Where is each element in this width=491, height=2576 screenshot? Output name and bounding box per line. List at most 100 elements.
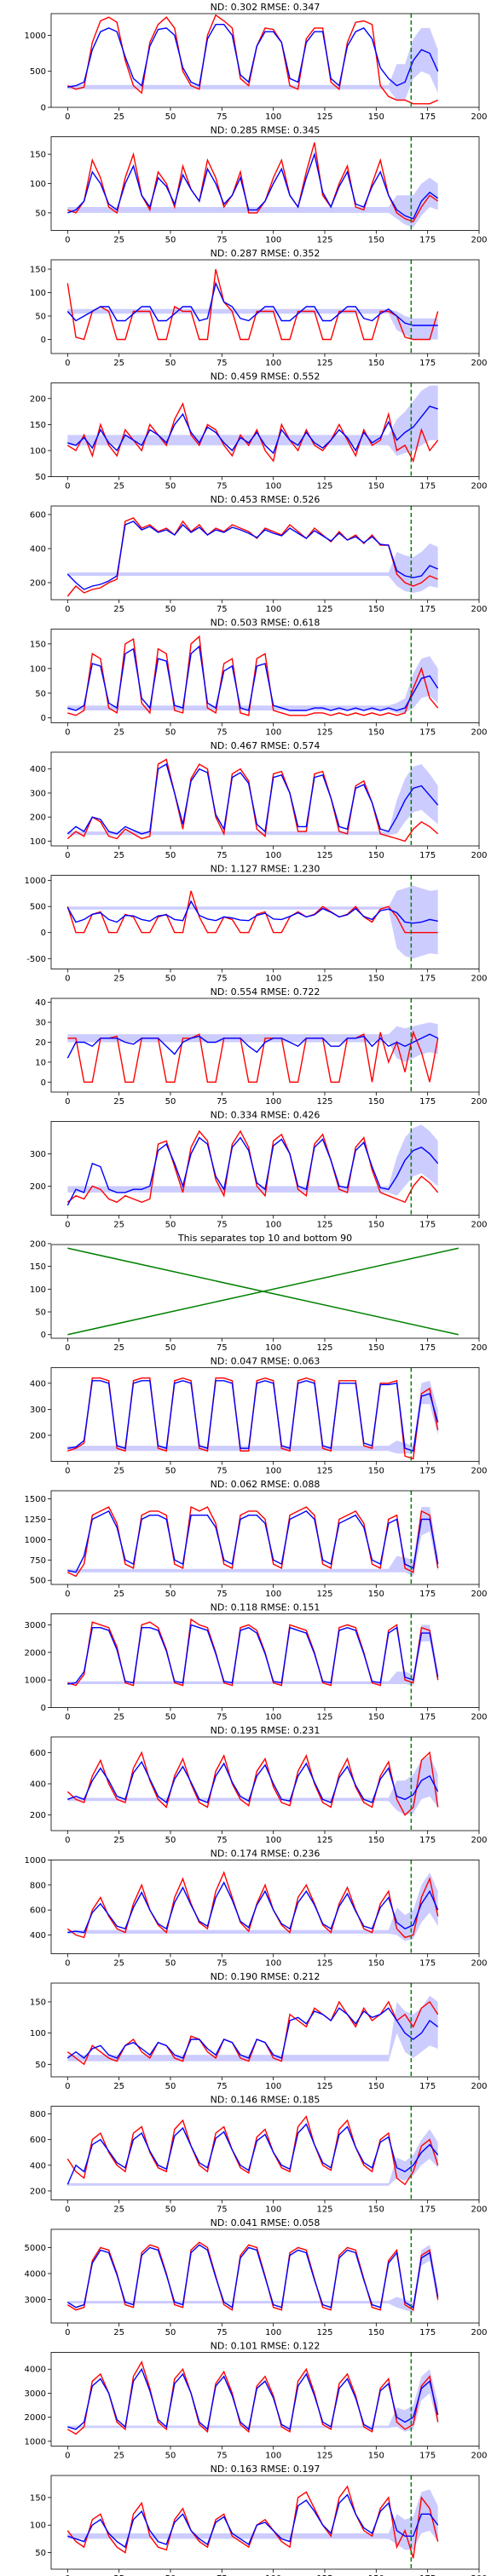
x-tick-label: 50	[165, 1343, 176, 1353]
forecast-series-line	[66, 2244, 439, 2309]
plot-area	[67, 1618, 439, 1687]
x-tick-label: 25	[113, 359, 124, 368]
y-tick-label: 400	[30, 545, 46, 555]
y-tick-label: 2000	[25, 1648, 46, 1658]
x-tick-label: 175	[419, 975, 436, 984]
y-tick-label: 300	[30, 1150, 46, 1159]
plot-area	[66, 758, 439, 842]
axes-frame	[50, 505, 480, 601]
plot-area	[66, 1506, 439, 1578]
panel-4: ND: 0.453 RMSE: 0.526 0 25 50 75 100 125 150 175…	[30, 494, 488, 614]
x-tick-label: 200	[471, 359, 487, 368]
x-tick-label: 0	[65, 2205, 70, 2215]
panel-20: ND: 0.163 RMSE: 0.197 0 25 50 75 100 125 150 175…	[30, 2464, 488, 2576]
panel-title: ND: 0.163 RMSE: 0.197	[211, 2464, 321, 2475]
plot-area	[66, 1022, 439, 1083]
x-tick-label: 200	[471, 1097, 487, 1107]
x-tick-label: 150	[368, 851, 384, 860]
x-tick-label: 150	[368, 1713, 384, 1722]
panel-title: ND: 0.047 RMSE: 0.063	[211, 1356, 321, 1367]
y-tick-label: 1000	[25, 1536, 46, 1545]
x-tick-label: 125	[316, 2205, 332, 2215]
x-tick-label: 150	[368, 1221, 384, 1230]
y-tick-label: 150	[30, 266, 46, 275]
forecast-series-line	[66, 900, 438, 924]
axes-frame	[50, 1244, 480, 1339]
axes-frame	[50, 259, 480, 354]
panel-title: ND: 1.127 RMSE: 1.230	[211, 864, 321, 875]
x-tick-label: 125	[316, 728, 332, 738]
y-tick-label: 400	[30, 1780, 46, 1790]
x-tick-label: 25	[113, 1221, 124, 1230]
panel-title: ND: 0.146 RMSE: 0.185	[211, 2095, 321, 2106]
actual-series-line	[66, 401, 439, 463]
x-tick-label: 0	[65, 236, 70, 245]
x-tick-label: 25	[113, 1836, 124, 1845]
x-tick-label: 100	[265, 482, 281, 492]
x-tick-label: 75	[217, 236, 228, 245]
y-tick-label: 50	[35, 313, 46, 322]
uncertainty-band	[67, 1507, 438, 1577]
panel-15: ND: 0.174 RMSE: 0.236 0 25 50 75 100 125 150 175…	[25, 1849, 488, 1969]
plot-area	[66, 885, 438, 959]
plot-area	[66, 268, 439, 341]
y-tick-label: 100	[30, 289, 46, 298]
x-tick-label: 50	[165, 112, 176, 122]
axes-frame	[50, 1613, 480, 1708]
axes-frame	[50, 1860, 480, 1954]
x-tick-label: 150	[368, 605, 384, 614]
panel-title: ND: 0.287 RMSE: 0.352	[211, 248, 321, 259]
axes-frame	[50, 13, 480, 108]
forecast-series-line	[67, 405, 438, 455]
x-tick-label: 75	[217, 605, 228, 614]
x-tick-label: 75	[217, 1590, 228, 1599]
x-tick-label: 50	[165, 2452, 176, 2461]
y-tick-label: 3000	[25, 2389, 46, 2399]
plot-area	[67, 1377, 439, 1460]
y-tick-label: 0	[41, 1331, 46, 1340]
x-tick-label: 50	[165, 1097, 176, 1107]
x-tick-label: 200	[471, 112, 487, 122]
x-tick-label: 100	[265, 1467, 281, 1476]
x-tick-label: 0	[65, 1221, 70, 1230]
y-tick-label: 40	[35, 998, 46, 1008]
plot-area	[66, 2241, 439, 2313]
panel-title: ND: 0.554 RMSE: 0.722	[211, 986, 321, 998]
x-tick-label: 150	[368, 728, 384, 738]
axes-frame	[50, 2352, 480, 2447]
x-tick-label: 0	[65, 1097, 70, 1107]
x-tick-label: 25	[113, 2452, 124, 2461]
x-tick-label: 0	[65, 1467, 70, 1476]
y-tick-label: 200	[30, 814, 46, 823]
plot-area	[66, 1871, 439, 1941]
x-tick-label: 175	[419, 1467, 436, 1476]
x-tick-label: 175	[419, 482, 436, 492]
uncertainty-band	[67, 1624, 438, 1686]
x-tick-label: 175	[419, 2082, 436, 2091]
forecast-series-line	[66, 2123, 439, 2185]
y-tick-label: 50	[35, 2549, 46, 2558]
x-tick-label: 125	[316, 1467, 332, 1476]
x-tick-label: 0	[65, 975, 70, 984]
x-tick-label: 100	[265, 359, 281, 368]
x-tick-label: 175	[419, 1713, 436, 1722]
plot-area	[66, 385, 439, 463]
x-tick-label: 125	[316, 1836, 332, 1845]
y-tick-label: 100	[30, 837, 46, 847]
y-tick-label: 150	[30, 640, 46, 649]
forecast-series-line	[67, 1881, 439, 1934]
forecast-series-line	[66, 1136, 439, 1206]
panel-6: ND: 0.467 RMSE: 0.574 0 25 50 75 100 125 150 175…	[30, 740, 488, 860]
x-tick-label: 125	[316, 2082, 332, 2091]
x-tick-label: 25	[113, 1467, 124, 1476]
actual-series-line	[67, 142, 439, 223]
x-tick-label: 100	[265, 2574, 281, 2576]
y-tick-label: 300	[30, 1406, 46, 1415]
y-tick-label: 2000	[25, 2413, 46, 2423]
x-tick-label: 0	[65, 851, 70, 860]
x-tick-label: 200	[471, 1713, 487, 1722]
plot-area	[66, 2115, 439, 2186]
forecast-series-line	[67, 152, 439, 220]
x-tick-label: 125	[316, 482, 332, 492]
panel-14: ND: 0.195 RMSE: 0.231 0 25 50 75 100 125 150 175…	[30, 1725, 488, 1845]
